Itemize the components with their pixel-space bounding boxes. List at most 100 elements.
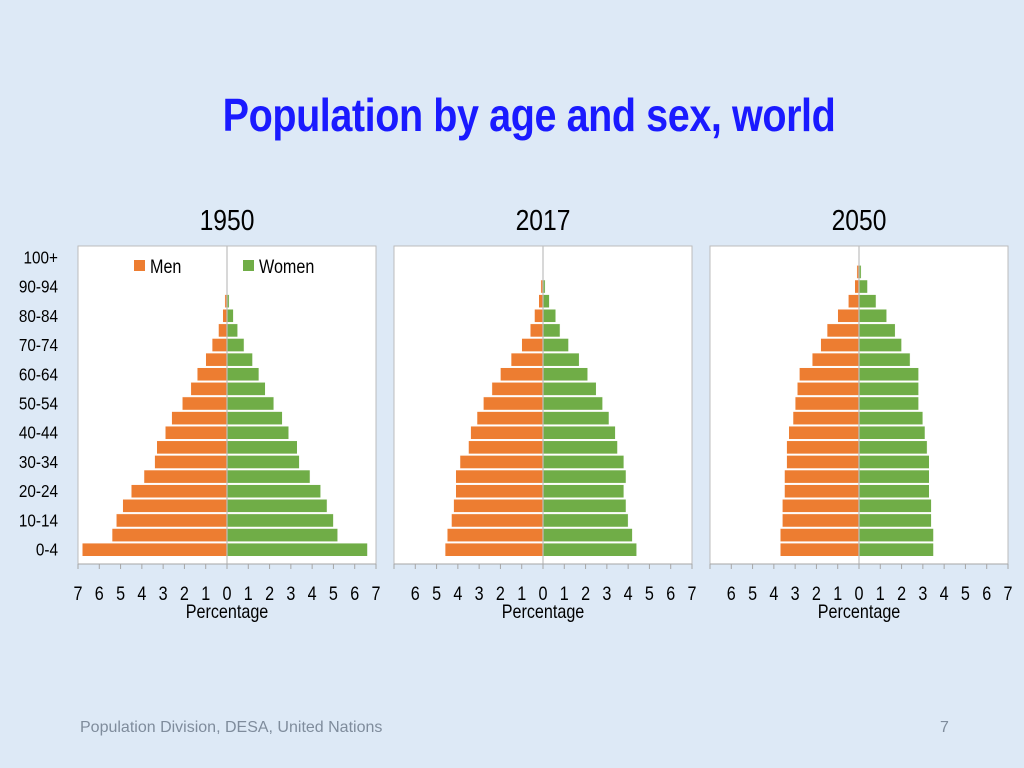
- y-tick-label: 0-4: [36, 540, 58, 560]
- x-tick-label: 6: [350, 583, 359, 605]
- bar-women-60-64: [226, 367, 260, 382]
- bar-women-5-9: [542, 528, 633, 542]
- bar-women-80-84: [858, 308, 887, 323]
- x-tick-label: 5: [116, 583, 125, 605]
- bar-men-55-59: [797, 382, 860, 396]
- bar-women-30-34: [542, 455, 625, 469]
- bar-men-40-44: [470, 425, 544, 440]
- x-tick-label: 4: [940, 583, 949, 605]
- bar-women-55-59: [226, 382, 266, 396]
- x-tick-label: 2: [897, 583, 906, 605]
- bar-women-85-89: [542, 294, 550, 308]
- bar-men-70-74: [211, 338, 228, 352]
- bar-men-65-69: [510, 352, 544, 367]
- bar-women-50-54: [226, 396, 275, 411]
- x-tick-label: 3: [159, 583, 168, 605]
- x-tick-label: 4: [308, 583, 317, 605]
- bar-men-40-44: [165, 425, 228, 440]
- x-axis-label: Percentage: [502, 601, 585, 623]
- bar-women-40-44: [858, 425, 926, 440]
- bar-men-80-84: [222, 308, 228, 323]
- bar-men-15-19: [453, 499, 544, 513]
- x-tick-label: 6: [982, 583, 991, 605]
- x-tick-label: 1: [517, 583, 526, 605]
- bar-women-45-49: [542, 411, 610, 425]
- bar-men-15-19: [782, 499, 860, 513]
- bar-women-10-14: [542, 513, 629, 528]
- legend-label-men: Men: [150, 256, 181, 278]
- chart-title-1950: 1950: [200, 204, 255, 236]
- bar-women-15-19: [542, 499, 627, 513]
- bar-men-90-94: [854, 279, 860, 294]
- y-tick-label: 50-54: [19, 393, 58, 413]
- x-tick-label: 4: [453, 583, 462, 605]
- x-tick-label: 2: [812, 583, 821, 605]
- bar-men-70-74: [521, 338, 544, 352]
- bar-women-70-74: [542, 338, 569, 352]
- x-tick-label: 2: [265, 583, 274, 605]
- bar-men-45-49: [792, 411, 860, 425]
- bar-men-20-24: [130, 484, 228, 499]
- bar-women-5-9: [858, 528, 934, 542]
- x-tick-label: 0: [223, 583, 232, 605]
- bar-men-35-39: [156, 440, 228, 455]
- x-tick-label: 1: [560, 583, 569, 605]
- bar-men-80-84: [534, 308, 544, 323]
- bar-women-90-94: [858, 279, 868, 294]
- bar-men-60-64: [500, 367, 544, 382]
- x-tick-label: 7: [1004, 583, 1013, 605]
- bar-men-25-29: [455, 469, 544, 484]
- y-tick-label: 80-84: [19, 306, 58, 326]
- bar-men-50-54: [182, 396, 228, 411]
- bar-women-75-79: [226, 323, 238, 338]
- bar-men-10-14: [451, 513, 544, 528]
- bar-men-35-39: [468, 440, 544, 455]
- bar-men-80-84: [837, 308, 860, 323]
- x-tick-label: 3: [791, 583, 800, 605]
- bar-women-10-14: [226, 513, 334, 528]
- x-tick-label: 2: [496, 583, 505, 605]
- x-tick-label: 4: [769, 583, 778, 605]
- bar-women-80-84: [542, 308, 557, 323]
- bar-women-35-39: [542, 440, 618, 455]
- x-tick-label: 1: [833, 583, 842, 605]
- bar-women-15-19: [226, 499, 328, 513]
- bar-women-75-79: [858, 323, 896, 338]
- bar-men-10-14: [782, 513, 860, 528]
- bar-women-40-44: [542, 425, 616, 440]
- x-tick-label: 3: [918, 583, 927, 605]
- bar-men-15-19: [122, 499, 228, 513]
- bar-men-45-49: [476, 411, 544, 425]
- bar-men-30-34: [459, 455, 544, 469]
- bar-women-60-64: [542, 367, 588, 382]
- x-tick-label: 1: [201, 583, 210, 605]
- x-tick-label: 5: [961, 583, 970, 605]
- bar-women-50-54: [542, 396, 603, 411]
- x-tick-label: 6: [411, 583, 420, 605]
- bar-men-75-79: [529, 323, 544, 338]
- bar-men-5-9: [779, 528, 860, 542]
- bar-men-35-39: [786, 440, 860, 455]
- bar-women-35-39: [858, 440, 928, 455]
- x-tick-label: 6: [727, 583, 736, 605]
- y-tick-label: 30-34: [19, 452, 58, 472]
- x-tick-label: 7: [688, 583, 697, 605]
- chart-title-2017: 2017: [516, 204, 571, 236]
- bar-women-55-59: [858, 382, 919, 396]
- x-tick-label: 5: [329, 583, 338, 605]
- bar-women-30-34: [858, 455, 930, 469]
- bar-men-45-49: [171, 411, 228, 425]
- x-tick-label: 0: [855, 583, 864, 605]
- bar-men-25-29: [143, 469, 228, 484]
- x-tick-label: 4: [624, 583, 633, 605]
- bar-men-85-89: [848, 294, 860, 308]
- x-tick-label: 7: [74, 583, 83, 605]
- x-tick-label: 6: [95, 583, 104, 605]
- slide-title: Population by age and sex, world: [222, 89, 836, 141]
- bar-men-25-29: [784, 469, 860, 484]
- bar-women-5-9: [226, 528, 338, 542]
- x-tick-label: 3: [286, 583, 295, 605]
- bar-women-25-29: [226, 469, 311, 484]
- bar-men-70-74: [820, 338, 860, 352]
